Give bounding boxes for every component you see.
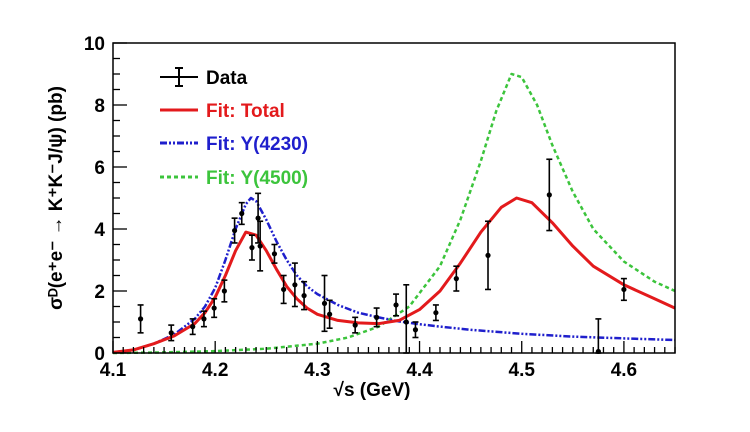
data-point bbox=[453, 265, 460, 292]
data-marker bbox=[412, 327, 419, 333]
x-tick-label: 4.5 bbox=[509, 360, 536, 381]
data-point bbox=[238, 201, 245, 226]
y-tick-label: 10 bbox=[84, 34, 105, 55]
data-point bbox=[546, 158, 553, 232]
y-tick-label: 2 bbox=[94, 282, 105, 303]
x-tick-label: 4.6 bbox=[611, 360, 637, 381]
data-point bbox=[280, 274, 287, 305]
legend-item-total: Fit: Total bbox=[160, 101, 285, 122]
data-point bbox=[301, 280, 308, 311]
curve-y4230 bbox=[112, 196, 676, 354]
data-marker bbox=[453, 276, 459, 282]
data-marker bbox=[485, 252, 491, 258]
data-points bbox=[137, 158, 627, 355]
data-point bbox=[200, 310, 207, 328]
data-marker bbox=[257, 243, 263, 249]
y-tick-label: 8 bbox=[94, 96, 105, 117]
data-marker bbox=[393, 302, 399, 308]
data-marker bbox=[249, 245, 255, 251]
data-marker bbox=[137, 316, 144, 322]
data-point bbox=[137, 304, 144, 334]
x-axis-label: √s (GeV) bbox=[334, 380, 411, 401]
data-point bbox=[620, 277, 627, 302]
data-point bbox=[168, 324, 175, 342]
data-marker bbox=[327, 311, 333, 317]
data-point bbox=[393, 293, 400, 317]
data-marker bbox=[168, 330, 174, 336]
data-point bbox=[432, 304, 439, 322]
legend-item-data: Data bbox=[160, 67, 248, 89]
data-marker bbox=[374, 314, 380, 320]
x-tick-label: 4.1 bbox=[100, 360, 127, 381]
data-marker bbox=[321, 300, 328, 306]
data-point bbox=[291, 262, 298, 308]
data-point bbox=[257, 220, 264, 272]
curve-y4500 bbox=[112, 72, 676, 355]
legend-label-y4230: Fit: Y(4230) bbox=[206, 134, 308, 155]
data-marker bbox=[301, 293, 307, 299]
y-tick-label: 0 bbox=[94, 344, 105, 365]
legend-label-total: Fit: Total bbox=[206, 101, 285, 122]
x-tick-label: 4.2 bbox=[202, 360, 228, 381]
y-tick-label: 6 bbox=[94, 158, 105, 179]
data-point bbox=[321, 274, 328, 333]
data-marker bbox=[352, 322, 358, 328]
tick-labels: 4.1 4.2 4.3 4.4 4.5 4.6 0 2 4 6 8 10 bbox=[84, 34, 637, 381]
legend-label-data: Data bbox=[206, 68, 248, 89]
data-marker bbox=[433, 310, 439, 316]
data-point bbox=[271, 243, 278, 264]
data-point bbox=[231, 217, 238, 244]
data-marker bbox=[281, 286, 287, 293]
data-point bbox=[248, 234, 255, 261]
data-marker bbox=[546, 192, 552, 198]
data-marker bbox=[231, 227, 238, 234]
data-point bbox=[326, 299, 333, 330]
data-point bbox=[352, 316, 359, 334]
data-point bbox=[211, 297, 218, 319]
data-marker bbox=[211, 305, 217, 311]
data-point bbox=[221, 279, 228, 303]
data-marker bbox=[621, 286, 627, 293]
legend-item-y4500: Fit: Y(4500) bbox=[160, 168, 308, 189]
curve-total bbox=[112, 196, 676, 354]
fit-curves bbox=[112, 72, 676, 355]
data-marker bbox=[271, 251, 278, 257]
data-marker bbox=[292, 282, 298, 288]
legend: Data Fit: Total Fit: Y(4230) Fit: Y(4500… bbox=[160, 67, 308, 189]
axis-ticks bbox=[112, 42, 676, 354]
legend-item-y4230: Fit: Y(4230) bbox=[160, 134, 308, 155]
data-point bbox=[485, 220, 492, 291]
data-marker bbox=[403, 319, 409, 325]
data-marker bbox=[255, 215, 261, 221]
data-point bbox=[373, 307, 380, 328]
x-tick-label: 4.3 bbox=[304, 360, 330, 381]
x-tick-label: 4.4 bbox=[406, 360, 433, 381]
y-tick-label: 4 bbox=[94, 220, 105, 241]
data-marker bbox=[221, 288, 227, 294]
y-axis-label: σᴰ(e⁺e⁻ → K⁺K⁻J/ψ) (pb) bbox=[46, 86, 67, 310]
legend-label-y4500: Fit: Y(4500) bbox=[206, 168, 308, 189]
data-marker bbox=[239, 210, 245, 217]
data-point bbox=[189, 318, 196, 336]
data-marker bbox=[201, 316, 207, 322]
data-marker bbox=[190, 324, 196, 330]
data-point bbox=[412, 321, 419, 339]
